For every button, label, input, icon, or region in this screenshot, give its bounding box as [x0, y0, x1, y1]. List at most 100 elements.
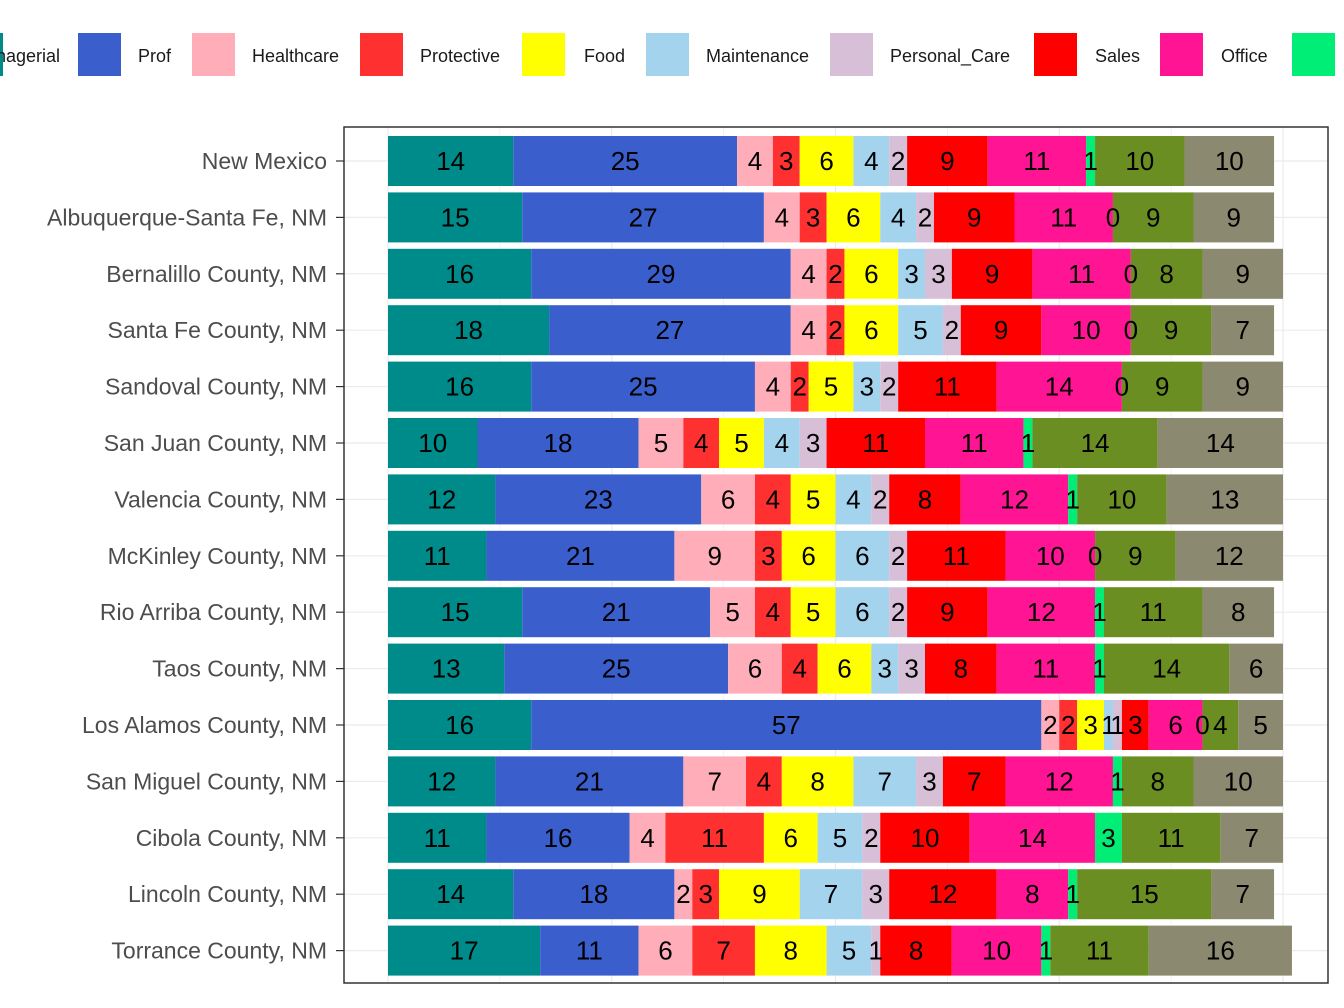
data-label: 11	[424, 541, 451, 571]
data-label: 6	[658, 936, 672, 966]
data-label: 14	[436, 146, 465, 176]
data-label: 0	[1106, 202, 1120, 232]
bar-segment-series-10	[1086, 136, 1096, 186]
bar-segment-food	[790, 474, 836, 525]
bar-segment-protective	[826, 305, 845, 356]
bar-segment-food	[799, 136, 854, 186]
data-label: 4	[748, 146, 762, 176]
bar-segment-protective	[665, 812, 764, 863]
category-label-bernalillo-county-nm: Bernalillo County, NM	[106, 261, 327, 287]
category-labels: New Mexico Albuquerque-Santa Fe, NM Bernal…	[47, 148, 344, 964]
bar-segment-food	[719, 869, 800, 920]
data-label: 12	[1000, 484, 1029, 514]
bar-segment-food	[781, 530, 836, 581]
data-label: 7	[1235, 879, 1249, 909]
data-label: 16	[445, 259, 474, 289]
data-label: 9	[994, 315, 1008, 345]
bar-segment-sales	[889, 869, 997, 920]
bar-segment-prof	[513, 869, 675, 920]
legend-item-maintenance: Maintenance	[646, 33, 809, 76]
data-label: 1	[1110, 710, 1124, 740]
bar-segment-series-10	[1041, 925, 1051, 976]
data-label: 29	[647, 259, 676, 289]
bar-segment-sales	[907, 530, 1006, 581]
data-label: 12	[1215, 541, 1244, 571]
data-label: 0	[1124, 315, 1138, 345]
data-label: 21	[566, 541, 595, 571]
legend-label: Sales	[1095, 46, 1140, 66]
data-label: 11	[1032, 654, 1059, 684]
data-label: 27	[629, 202, 658, 232]
legend-label: Protective	[420, 46, 500, 66]
bar-segment-personal-care	[889, 136, 908, 186]
bar-segment-healthcare	[790, 305, 827, 356]
bar-segment-series-11	[1130, 248, 1203, 299]
data-label: 6	[1168, 710, 1182, 740]
data-label: 5	[725, 597, 739, 627]
data-label: 3	[698, 879, 712, 909]
data-label: 9	[1128, 541, 1142, 571]
bar-segment-series-10	[1068, 869, 1078, 920]
bar-segment-sales	[933, 192, 1015, 243]
bar-segment-maintenance	[898, 248, 925, 299]
bar-segment-series-11	[1095, 136, 1185, 186]
data-label: 6	[855, 597, 869, 627]
bar-segment-food	[817, 643, 872, 694]
data-label: 3	[806, 428, 820, 458]
data-label: 8	[810, 766, 824, 796]
bar-segment-sales	[880, 812, 970, 863]
bar-segment-maintenance	[763, 418, 800, 468]
bar-segment-healthcare	[1041, 700, 1060, 750]
data-label: 10	[1125, 146, 1154, 176]
data-label: 7	[1244, 823, 1258, 853]
legend-item-series-10	[1292, 33, 1335, 76]
data-label: 8	[784, 936, 798, 966]
bar-segment-food	[790, 587, 836, 638]
legend-label: Food	[584, 46, 625, 66]
data-label: 3	[860, 372, 874, 402]
data-label: 8	[1025, 879, 1039, 909]
data-label: 6	[855, 541, 869, 571]
legend-item-managerial: nagerial	[0, 33, 60, 76]
bar-segment-series-11	[1095, 530, 1176, 581]
bar-segment-office	[1005, 530, 1096, 581]
bar-row-san-juan-county-nm: 10 18 5 4 5 4 3 11 11 1 14 14	[388, 418, 1283, 468]
bar-segment-series-12	[1193, 192, 1275, 243]
data-label: 25	[611, 146, 640, 176]
bar-segment-series-10	[1095, 643, 1104, 694]
data-label: 9	[1235, 259, 1249, 289]
legend-label: Maintenance	[706, 46, 809, 66]
bar-segment-series-12	[1148, 925, 1292, 976]
data-label: 14	[1081, 428, 1110, 458]
bar-row-torrance-county-nm: 17 11 6 7 8 5 1 8 10 1 11 16	[388, 925, 1292, 976]
data-label: 6	[819, 146, 833, 176]
bar-segment-series-11	[1121, 812, 1221, 863]
data-label: 5	[654, 428, 668, 458]
data-label: 6	[864, 259, 878, 289]
data-label: 3	[904, 259, 918, 289]
data-label: 1	[1065, 879, 1079, 909]
data-label: 8	[954, 654, 968, 684]
bar-segment-managerial	[388, 418, 478, 468]
data-label: 25	[602, 654, 631, 684]
bar-segment-prof	[540, 925, 639, 976]
data-label: 0	[1124, 259, 1138, 289]
bar-segment-maintenance	[799, 869, 863, 920]
bar-segment-prof	[495, 756, 684, 807]
bar-segment-food	[719, 418, 764, 468]
category-label-rio-arriba-county-nm: Rio Arriba County, NM	[100, 599, 327, 625]
data-label: 14	[1206, 428, 1235, 458]
data-label: 7	[967, 766, 981, 796]
bar-segment-office	[996, 643, 1096, 694]
legend-key	[646, 33, 689, 76]
data-label: 4	[757, 766, 771, 796]
data-label: 2	[1061, 710, 1075, 740]
bar-segment-series-11	[1112, 192, 1194, 243]
bar-segment-managerial	[388, 192, 523, 243]
bar-segment-protective	[746, 756, 782, 807]
data-label: 4	[891, 202, 905, 232]
bar-segment-protective	[692, 869, 720, 920]
data-label: 2	[891, 597, 905, 627]
bar-segment-personal-care	[898, 643, 925, 694]
